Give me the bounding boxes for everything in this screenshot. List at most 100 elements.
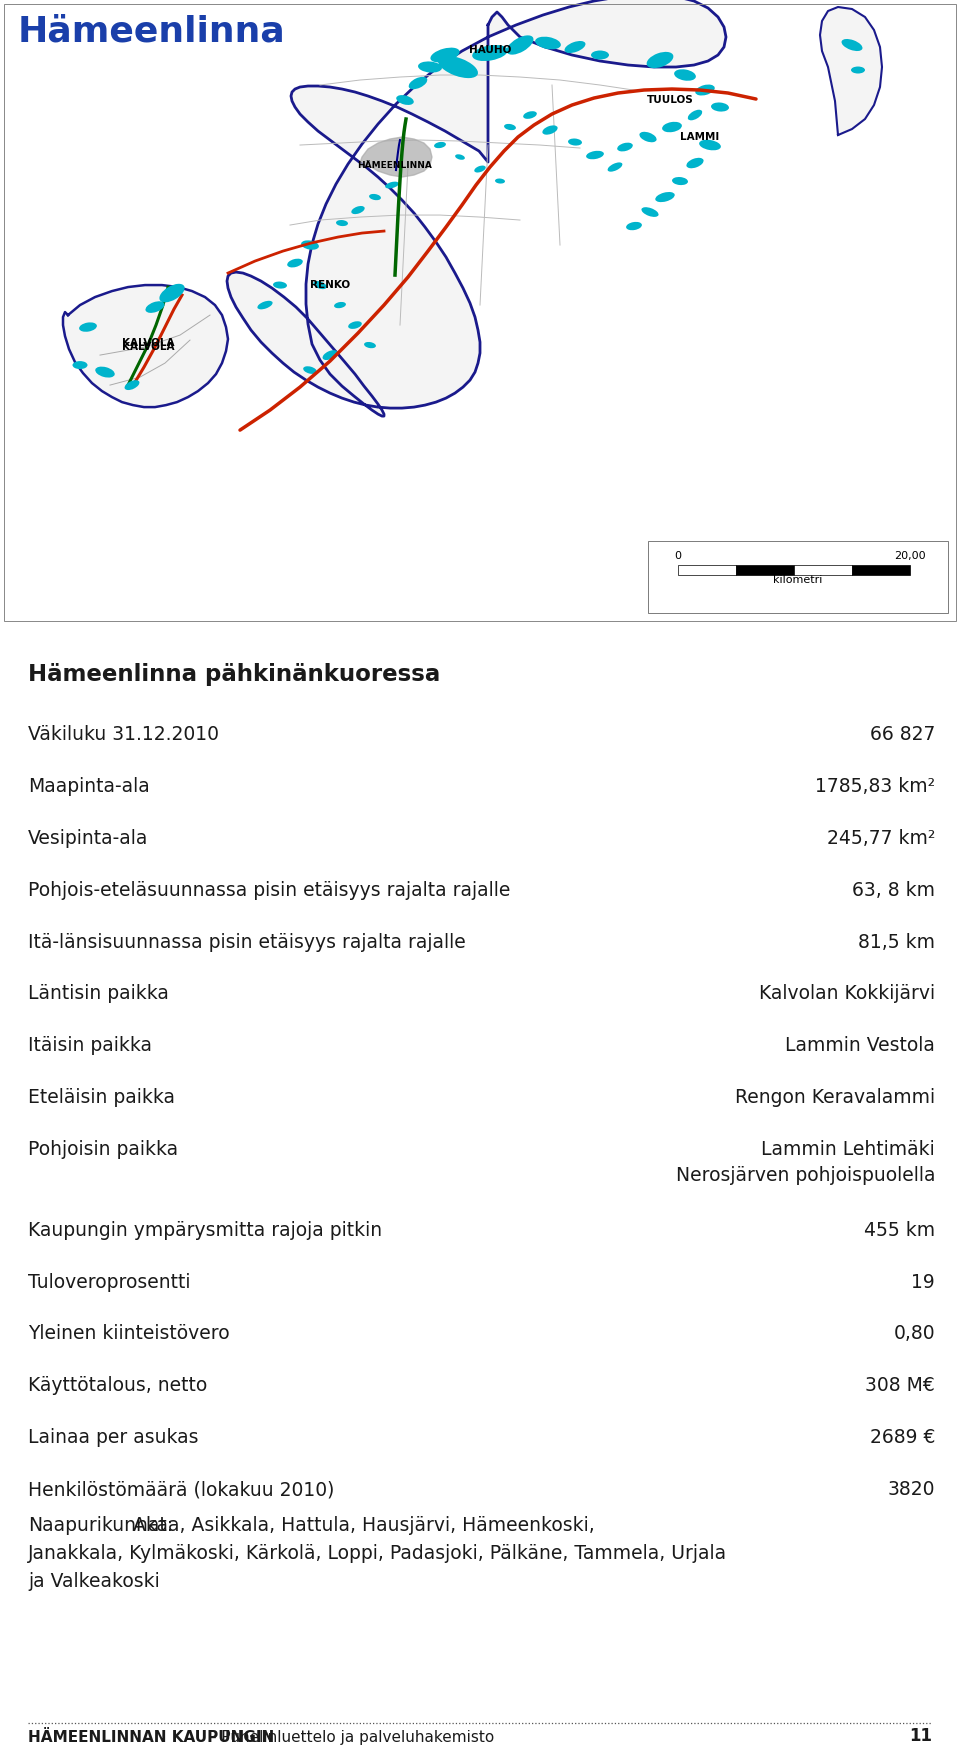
Ellipse shape [369, 194, 381, 201]
Ellipse shape [303, 366, 317, 373]
Ellipse shape [146, 301, 164, 313]
Ellipse shape [125, 380, 139, 389]
Ellipse shape [523, 111, 537, 118]
Text: Nerosjärven pohjoispuolella: Nerosjärven pohjoispuolella [676, 1166, 935, 1185]
Ellipse shape [348, 321, 362, 329]
Bar [648, 541, 948, 613]
Ellipse shape [851, 67, 865, 74]
Ellipse shape [695, 85, 715, 95]
Ellipse shape [591, 51, 609, 60]
Ellipse shape [626, 222, 642, 231]
Bar [678, 565, 736, 576]
Ellipse shape [641, 208, 659, 217]
Ellipse shape [396, 95, 414, 106]
Ellipse shape [79, 322, 97, 331]
Ellipse shape [385, 181, 398, 188]
Ellipse shape [287, 259, 302, 268]
Text: 1785,83 km²: 1785,83 km² [815, 777, 935, 796]
Ellipse shape [639, 132, 657, 143]
Ellipse shape [364, 342, 376, 349]
Ellipse shape [495, 178, 505, 183]
Ellipse shape [647, 51, 673, 69]
Text: Hämeenlinna pähkinänkuoressa: Hämeenlinna pähkinänkuoressa [28, 664, 441, 687]
Text: Väkiluku 31.12.2010: Väkiluku 31.12.2010 [28, 726, 219, 743]
Ellipse shape [159, 284, 184, 303]
Ellipse shape [323, 350, 338, 359]
Ellipse shape [507, 35, 534, 55]
Text: Tuloveroprosentti: Tuloveroprosentti [28, 1273, 190, 1291]
Text: 3820: 3820 [887, 1481, 935, 1499]
Ellipse shape [542, 125, 558, 134]
Text: HÄMEENLINNA: HÄMEENLINNA [357, 160, 432, 169]
Ellipse shape [687, 109, 702, 120]
Text: TUULOS: TUULOS [647, 95, 693, 106]
Text: 245,77 km²: 245,77 km² [827, 829, 935, 847]
Text: 455 km: 455 km [864, 1220, 935, 1240]
Ellipse shape [504, 123, 516, 130]
Ellipse shape [535, 37, 561, 49]
Ellipse shape [73, 361, 87, 370]
Text: Lammin Lehtimäki: Lammin Lehtimäki [761, 1139, 935, 1159]
Ellipse shape [313, 282, 326, 289]
Text: Kalvolan Kokkijärvi: Kalvolan Kokkijärvi [758, 984, 935, 1004]
Ellipse shape [434, 143, 446, 148]
Ellipse shape [438, 56, 478, 77]
Text: 0: 0 [675, 551, 682, 562]
Bar [852, 565, 910, 576]
Ellipse shape [672, 178, 688, 185]
Text: 20,00: 20,00 [894, 551, 925, 562]
Ellipse shape [336, 220, 348, 225]
Ellipse shape [418, 62, 442, 72]
Bar [794, 565, 852, 576]
Ellipse shape [699, 139, 721, 150]
Ellipse shape [257, 301, 273, 310]
Polygon shape [227, 0, 726, 416]
Text: 0,80: 0,80 [894, 1324, 935, 1344]
Text: HAUHO: HAUHO [468, 46, 511, 55]
Text: Pohjoisin paikka: Pohjoisin paikka [28, 1139, 179, 1159]
Ellipse shape [674, 69, 696, 81]
Text: 11: 11 [909, 1728, 932, 1745]
Text: HÄMEENLINNAN KAUPUNGIN: HÄMEENLINNAN KAUPUNGIN [28, 1729, 275, 1745]
Ellipse shape [711, 102, 729, 111]
Text: KALVOLA: KALVOLA [122, 342, 175, 352]
Ellipse shape [472, 46, 508, 62]
Text: Hämeenlinna: Hämeenlinna [18, 14, 286, 48]
Text: Pohjois-eteläsuunnassa pisin etäisyys rajalta rajalle: Pohjois-eteläsuunnassa pisin etäisyys ra… [28, 880, 511, 900]
Text: Lammin Vestola: Lammin Vestola [785, 1037, 935, 1055]
Text: Akaa, Asikkala, Hattula, Hausjärvi, Hämeenkoski,: Akaa, Asikkala, Hattula, Hausjärvi, Häme… [133, 1516, 595, 1536]
Ellipse shape [334, 301, 346, 308]
Polygon shape [63, 285, 228, 407]
Ellipse shape [587, 151, 604, 158]
Ellipse shape [409, 77, 427, 90]
Text: kilometri: kilometri [774, 576, 823, 585]
Text: 308 M€: 308 M€ [865, 1377, 935, 1395]
Ellipse shape [568, 139, 582, 146]
Ellipse shape [617, 143, 633, 151]
Ellipse shape [656, 192, 675, 203]
Text: Yleinen kiinteistövero: Yleinen kiinteistövero [28, 1324, 229, 1344]
Text: Läntisin paikka: Läntisin paikka [28, 984, 169, 1004]
Bar [736, 565, 794, 576]
Text: 19: 19 [911, 1273, 935, 1291]
Text: 2689 €: 2689 € [870, 1428, 935, 1448]
Text: 81,5 km: 81,5 km [858, 933, 935, 951]
Text: Maapinta-ala: Maapinta-ala [28, 777, 150, 796]
Text: – Puhelinluettelo ja palveluhakemisto: – Puhelinluettelo ja palveluhakemisto [204, 1729, 494, 1745]
Ellipse shape [95, 366, 115, 377]
Text: RENKO: RENKO [310, 280, 350, 291]
Ellipse shape [564, 41, 586, 53]
Text: KALVOLA: KALVOLA [122, 338, 175, 349]
Ellipse shape [474, 166, 486, 173]
Text: LAMMI: LAMMI [681, 132, 720, 143]
Ellipse shape [842, 39, 862, 51]
Text: ja Valkeakoski: ja Valkeakoski [28, 1573, 159, 1592]
Ellipse shape [430, 48, 460, 62]
Text: Eteläisin paikka: Eteläisin paikka [28, 1088, 175, 1108]
Text: Naapurikunnat:: Naapurikunnat: [28, 1516, 173, 1536]
Text: Henkilöstömäärä (lokakuu 2010): Henkilöstömäärä (lokakuu 2010) [28, 1481, 334, 1499]
Ellipse shape [351, 206, 365, 215]
Polygon shape [360, 137, 432, 178]
Polygon shape [820, 7, 882, 136]
Text: 66 827: 66 827 [870, 726, 935, 743]
